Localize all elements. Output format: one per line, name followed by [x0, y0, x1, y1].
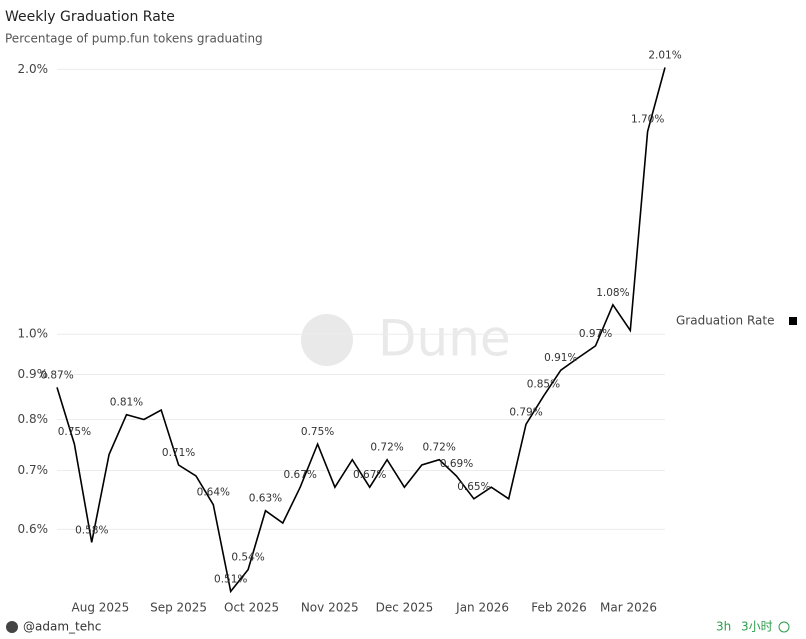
value-label: 0.91% [544, 352, 577, 364]
x-tick-label: Mar 2026 [600, 601, 657, 615]
age-local: 3小时 [741, 620, 773, 634]
chart-title: Weekly Graduation Rate [5, 9, 175, 25]
y-tick-label: 2.0% [18, 62, 49, 76]
y-tick-label: 0.6% [18, 522, 49, 536]
value-label: 0.58% [75, 524, 108, 536]
value-label: 1.08% [596, 287, 629, 299]
value-label: 0.85% [527, 378, 560, 390]
status-icon [778, 621, 790, 633]
value-label: 0.75% [58, 426, 91, 438]
line [56, 67, 666, 594]
y-tick-label: 0.8% [18, 412, 49, 426]
watermark: Dune [301, 310, 511, 368]
y-tick-label: 1.0% [18, 327, 49, 341]
x-tick-label: Nov 2025 [301, 601, 359, 615]
value-label: 0.72% [370, 442, 403, 454]
legend-swatch [789, 317, 797, 325]
age: 3h [716, 620, 731, 634]
x-tick-label: Feb 2026 [531, 601, 587, 615]
value-label: 0.75% [301, 426, 334, 438]
watermark-text: Dune [378, 310, 511, 368]
value-label: 0.67% [284, 469, 317, 481]
value-label: 0.72% [422, 442, 455, 454]
value-label: 0.67% [353, 469, 386, 481]
value-label: 0.51% [214, 573, 247, 585]
x-tick-label: Aug 2025 [72, 601, 130, 615]
legend-label: Graduation Rate [676, 314, 774, 328]
value-label: 0.63% [249, 493, 282, 505]
value-label: 0.87% [40, 369, 73, 381]
chart-subtitle: Percentage of pump.fun tokens graduating [5, 32, 263, 46]
value-label: 0.81% [110, 397, 143, 409]
x-tick-label: Oct 2025 [224, 601, 279, 615]
value-label: 0.97% [579, 328, 612, 340]
avatar [6, 621, 18, 633]
x-tick-label: Dec 2025 [376, 601, 434, 615]
y-tick-label: 0.7% [18, 463, 49, 477]
author[interactable]: @adam_tehc [23, 620, 101, 634]
value-label: 2.01% [648, 50, 681, 62]
value-label: 0.64% [197, 487, 230, 499]
x-tick-label: Jan 2026 [455, 601, 509, 615]
value-label: 0.79% [509, 406, 542, 418]
value-label: 0.54% [231, 552, 264, 564]
value-label: 1.70% [631, 114, 664, 126]
x-tick-label: Sep 2025 [150, 601, 207, 615]
value-label: 0.65% [457, 481, 490, 493]
y-tick-label: 0.9% [18, 367, 49, 381]
value-label: 0.71% [162, 447, 195, 459]
watermark-logo [301, 314, 353, 366]
value-label: 0.69% [440, 458, 473, 470]
